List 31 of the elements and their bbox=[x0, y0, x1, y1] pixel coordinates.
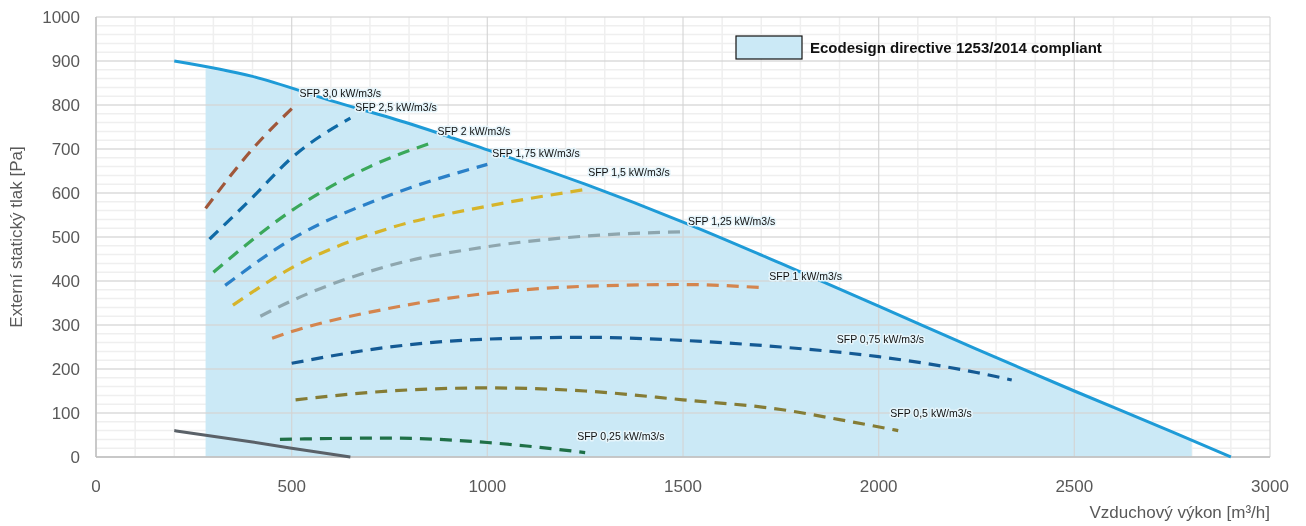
x-tick-label: 3000 bbox=[1251, 477, 1289, 496]
x-tick-label: 1500 bbox=[664, 477, 702, 496]
y-tick-label: 0 bbox=[70, 447, 80, 467]
y-tick-label: 800 bbox=[51, 95, 80, 115]
x-tick-label: 2000 bbox=[859, 477, 898, 496]
line-series bbox=[172, 429, 352, 459]
legend-label: Ecodesign directive 1253/2014 compliant bbox=[810, 39, 1102, 56]
y-tick-label: 300 bbox=[51, 315, 80, 335]
y-tick-label: 500 bbox=[51, 227, 80, 247]
y-tick-label: 400 bbox=[51, 271, 80, 291]
x-tick-label: 0 bbox=[91, 477, 101, 496]
y-tick-label: 900 bbox=[51, 51, 80, 71]
x-tick-label: 2500 bbox=[1055, 477, 1094, 496]
series-label: SFP 0,5 kW/m3/s bbox=[890, 406, 972, 419]
y-axis-title: Externí statický tlak [Pa] bbox=[7, 146, 26, 328]
y-tick-label: 100 bbox=[51, 403, 80, 423]
y-tick-label: 200 bbox=[51, 359, 80, 379]
series-label: SFP 1,25 kW/m3/s bbox=[688, 214, 776, 227]
x-tick-label: 500 bbox=[277, 477, 306, 496]
series-label: SFP 1,5 kW/m3/s bbox=[588, 166, 670, 179]
line-series bbox=[207, 116, 352, 241]
series-label: SFP 0,25 kW/m3/s bbox=[577, 429, 665, 442]
y-tick-label: 600 bbox=[51, 183, 80, 203]
y-tick-label: 700 bbox=[51, 139, 80, 159]
x-tick-label: 1000 bbox=[468, 477, 507, 496]
line-series bbox=[223, 162, 489, 287]
series-label: SFP 0,75 kW/m3/s bbox=[836, 333, 925, 345]
series-label: SFP 2 kW/m3/s bbox=[437, 125, 511, 138]
line-series bbox=[290, 335, 1014, 382]
x-axis-title: Vzduchový výkon [m³/h] bbox=[1089, 503, 1270, 522]
y-tick-label: 1000 bbox=[42, 7, 80, 27]
